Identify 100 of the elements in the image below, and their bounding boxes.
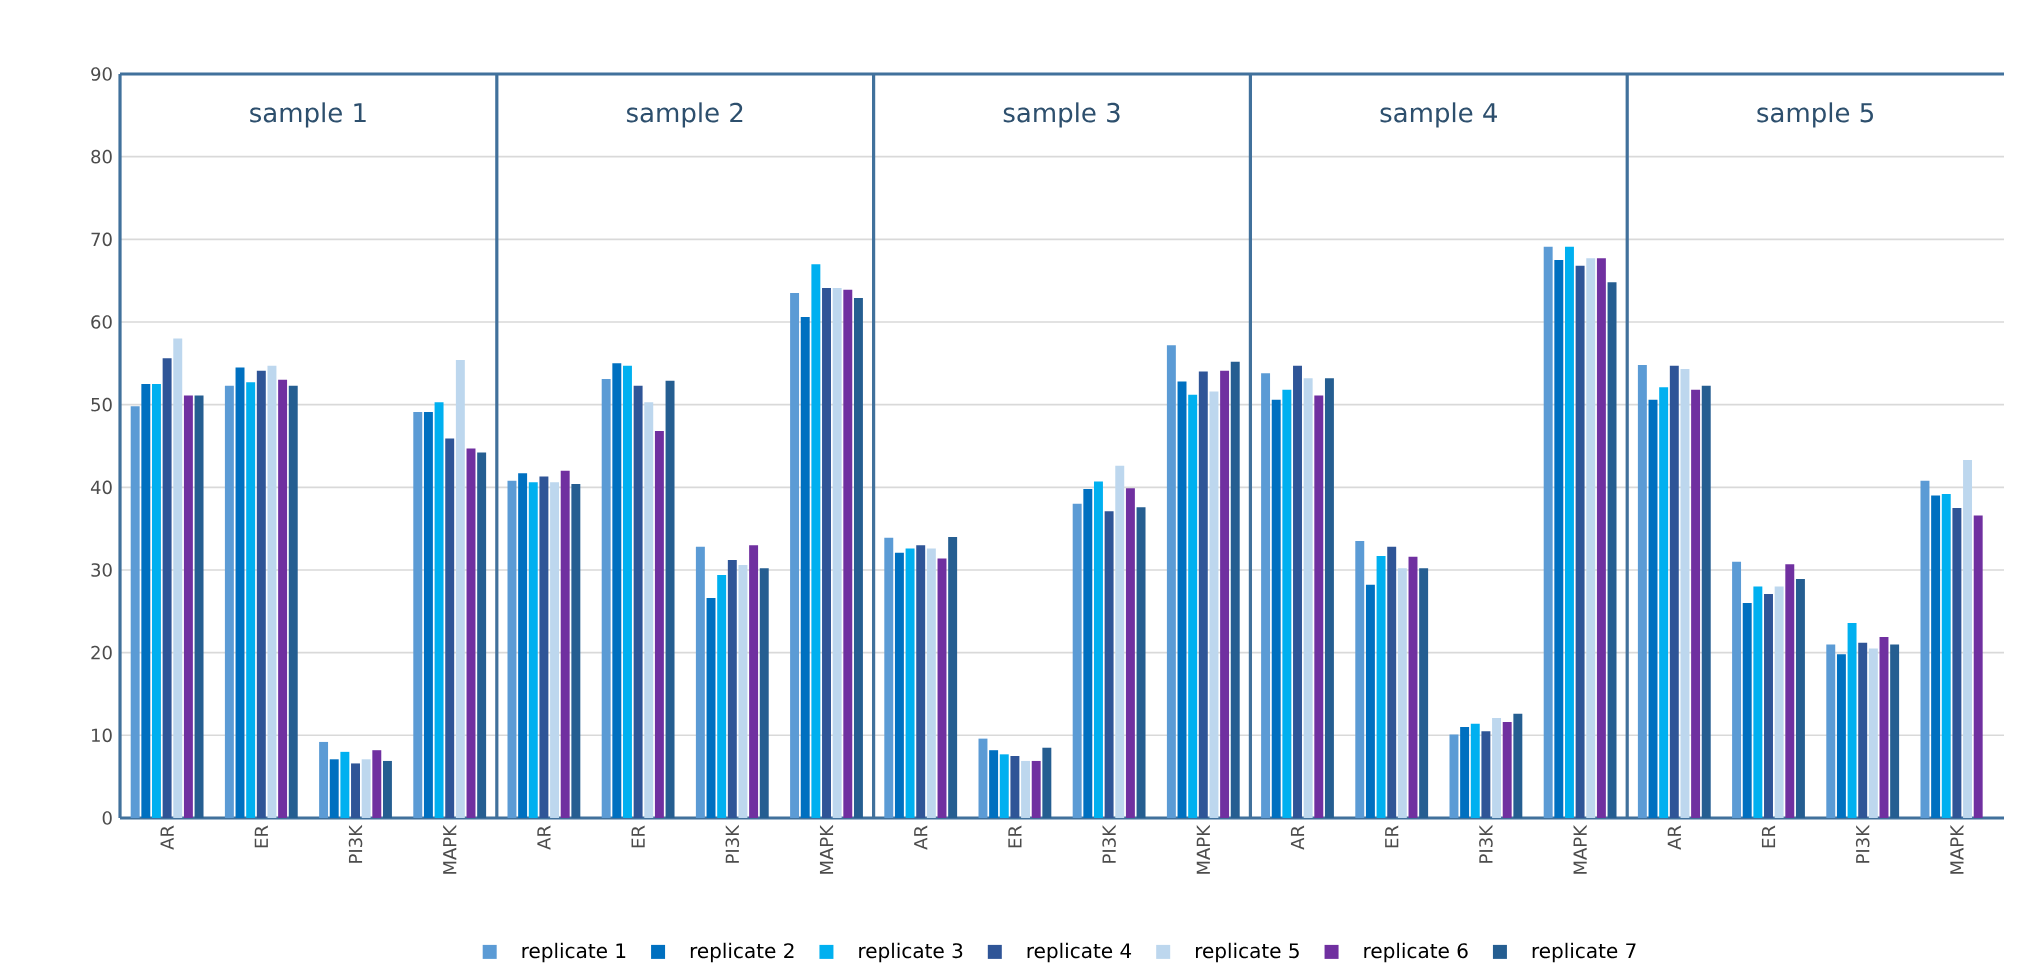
bar bbox=[894, 552, 904, 818]
bar bbox=[738, 565, 748, 818]
bar bbox=[1282, 389, 1292, 818]
bar bbox=[822, 288, 831, 818]
bar bbox=[571, 484, 581, 818]
bar bbox=[1586, 258, 1596, 818]
bar bbox=[1941, 493, 1951, 818]
x-tick-label: AR bbox=[1667, 825, 1681, 850]
bar bbox=[1198, 371, 1208, 818]
bar bbox=[937, 558, 947, 818]
bar bbox=[1166, 345, 1176, 818]
bar bbox=[1010, 755, 1020, 818]
legend-label: replicate 4 bbox=[1027, 942, 1132, 963]
annotation: sample 2 bbox=[626, 102, 743, 128]
x-tick-label: MAPK bbox=[1573, 824, 1587, 874]
bar bbox=[1890, 644, 1900, 818]
bar bbox=[1680, 369, 1690, 818]
bar bbox=[633, 385, 643, 818]
bar bbox=[151, 383, 161, 818]
annotation: sample 5 bbox=[1757, 102, 1873, 128]
bar bbox=[466, 448, 476, 818]
x-tick-label: PI3K bbox=[348, 824, 363, 863]
bar bbox=[800, 317, 810, 818]
bar bbox=[1492, 717, 1502, 818]
bar bbox=[329, 759, 339, 818]
bar bbox=[518, 473, 528, 818]
bar bbox=[1083, 488, 1093, 818]
bar bbox=[1125, 488, 1135, 818]
annotation: sample 3 bbox=[1003, 102, 1120, 128]
bar bbox=[194, 395, 204, 818]
legend-label: replicate 3 bbox=[859, 942, 963, 963]
bar bbox=[141, 383, 151, 818]
bar bbox=[1136, 507, 1146, 818]
y-tick-label: 50 bbox=[91, 397, 112, 412]
legend-label: replicate 6 bbox=[1364, 942, 1468, 963]
bar bbox=[1858, 642, 1868, 818]
bar bbox=[1575, 265, 1585, 818]
bar bbox=[695, 546, 705, 818]
bar bbox=[1115, 465, 1125, 818]
y-tick-label: 40 bbox=[90, 480, 112, 495]
x-tick-label: MAPK bbox=[819, 824, 834, 874]
bar bbox=[1554, 260, 1564, 818]
bar bbox=[1470, 723, 1480, 818]
bar bbox=[1104, 511, 1114, 818]
x-tick-label: PI3K bbox=[1479, 824, 1493, 863]
bar bbox=[1502, 722, 1512, 818]
bar bbox=[372, 750, 382, 818]
bar bbox=[1021, 760, 1031, 818]
x-tick-label: AR bbox=[1290, 825, 1305, 850]
bar bbox=[1324, 378, 1334, 818]
y-tick-label: 20 bbox=[91, 645, 112, 660]
bar bbox=[759, 568, 769, 818]
bar bbox=[528, 482, 538, 818]
bar bbox=[843, 289, 853, 818]
bar bbox=[1836, 654, 1846, 818]
x-tick-label: ER bbox=[1385, 825, 1399, 848]
bar bbox=[1419, 568, 1429, 818]
bar bbox=[361, 759, 371, 818]
bar bbox=[1701, 385, 1711, 818]
y-tick-label: 80 bbox=[91, 149, 112, 164]
x-tick-label: PI3K bbox=[725, 824, 740, 863]
bar bbox=[560, 470, 570, 818]
bar bbox=[278, 379, 288, 818]
bar bbox=[1460, 727, 1470, 818]
bar bbox=[1753, 586, 1763, 818]
bar bbox=[1868, 648, 1878, 818]
bar bbox=[1732, 561, 1742, 818]
bar bbox=[905, 548, 915, 818]
bar bbox=[445, 438, 455, 818]
bar bbox=[1659, 387, 1669, 818]
bar bbox=[1513, 713, 1523, 818]
bar bbox=[1931, 495, 1941, 818]
bar bbox=[654, 431, 664, 818]
bar bbox=[644, 402, 654, 818]
x-tick-label: MAPK bbox=[1950, 824, 1964, 874]
x-tick-label: AR bbox=[537, 825, 551, 850]
bar bbox=[319, 741, 329, 818]
bar bbox=[288, 385, 298, 818]
bar bbox=[811, 264, 821, 818]
bar bbox=[1826, 644, 1836, 818]
bar bbox=[832, 288, 842, 818]
bar bbox=[1847, 622, 1857, 818]
legend-label: replicate 7 bbox=[1532, 942, 1636, 963]
bar bbox=[1261, 373, 1271, 818]
bar bbox=[1596, 258, 1606, 818]
bar bbox=[1449, 734, 1459, 818]
bar bbox=[999, 754, 1009, 818]
bar bbox=[1795, 579, 1805, 818]
x-tick-label: MAPK bbox=[1196, 824, 1210, 874]
bar bbox=[884, 537, 894, 818]
bar bbox=[477, 452, 487, 818]
bar bbox=[1481, 731, 1491, 818]
bar bbox=[1230, 361, 1240, 818]
annotation: sample 4 bbox=[1380, 102, 1497, 128]
bar bbox=[612, 363, 622, 818]
bar bbox=[235, 367, 245, 818]
bar bbox=[382, 760, 392, 818]
bar bbox=[1963, 460, 1973, 818]
annotation: sample 1 bbox=[250, 102, 366, 128]
x-tick-label: PI3K bbox=[1102, 824, 1116, 863]
